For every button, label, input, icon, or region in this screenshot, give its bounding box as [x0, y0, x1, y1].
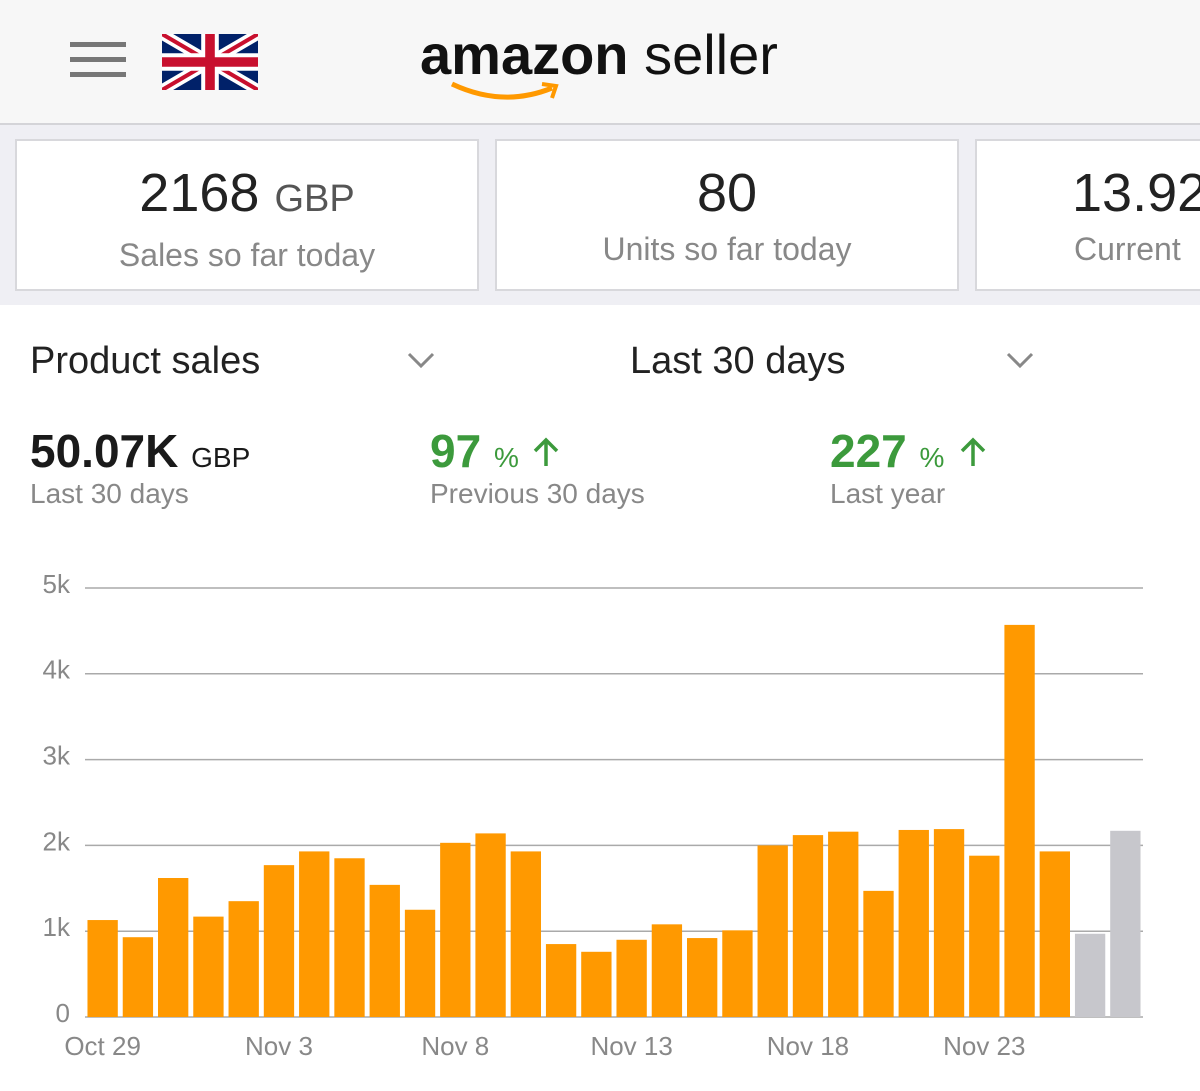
bar [1004, 624, 1035, 1017]
bar [616, 939, 647, 1017]
kpi-value: 2168 [139, 163, 260, 223]
summary-value: 227 % [830, 424, 944, 478]
summary-number: 50.07K [30, 425, 179, 477]
bar [87, 920, 118, 1017]
x-tick-label: Nov 13 [590, 1031, 672, 1061]
logo-smile [450, 81, 559, 100]
uk-flag[interactable] [162, 34, 258, 90]
kpi-card[interactable]: 80 Units so far today [495, 139, 959, 291]
x-tick-label: Nov 18 [767, 1031, 849, 1061]
y-tick-label: 2k [43, 826, 71, 856]
bar [299, 851, 330, 1017]
chevron[interactable] [1005, 350, 1035, 370]
summary-label: Last year [830, 478, 946, 509]
metric-selector[interactable]: Product sales [30, 340, 261, 382]
summary-label: Last 30 days [30, 478, 189, 509]
bar [651, 924, 683, 1017]
y-tick-label: 5k [43, 569, 71, 599]
bar [475, 833, 506, 1017]
kpi-label: Sales so far today [118, 237, 376, 273]
x-tick-label: Nov 23 [943, 1031, 1025, 1061]
bar [757, 845, 788, 1017]
x-tick-label: Nov 3 [245, 1031, 313, 1061]
summary-number: 227 [830, 425, 907, 477]
up-arrow [960, 437, 986, 466]
period-selector[interactable]: Last 30 days [630, 340, 846, 382]
bar [545, 944, 577, 1017]
summary-value: 97 % [430, 424, 519, 478]
summary-unit: % [493, 442, 519, 473]
y-tick-label: 1k [43, 912, 71, 942]
summary-unit: GBP [191, 442, 251, 473]
bar [228, 901, 259, 1017]
summary-value: 50.07K GBP [30, 424, 250, 478]
bar [404, 909, 436, 1017]
bar [122, 937, 154, 1017]
bar [722, 930, 753, 1017]
bar [440, 842, 471, 1017]
bar [898, 829, 929, 1017]
bar [334, 858, 365, 1017]
header: amazon seller [0, 0, 1200, 125]
bar [510, 851, 541, 1017]
summary-label: Previous 30 days [430, 478, 645, 509]
logo-brand: amazon [420, 23, 629, 86]
bar [193, 916, 224, 1017]
kpi-value: 13.92 [1072, 163, 1200, 223]
bar [158, 878, 189, 1017]
kpi-value: 80 [696, 163, 758, 223]
bar [1110, 830, 1141, 1017]
up-arrow [533, 437, 559, 466]
bar [828, 831, 859, 1017]
bar [1039, 851, 1070, 1017]
y-tick-label: 4k [43, 655, 71, 685]
kpi-card[interactable]: 13.92 Current [975, 139, 1200, 291]
bar [687, 938, 718, 1017]
bar [792, 835, 824, 1017]
bar [369, 884, 400, 1017]
summary-unit: % [919, 442, 945, 473]
kpi-label: Units so far today [602, 231, 852, 267]
logo: amazon seller [420, 22, 778, 87]
logo-product: seller [644, 23, 778, 86]
y-tick-label: 0 [56, 998, 70, 1028]
bar [263, 865, 295, 1017]
bar [969, 855, 1000, 1017]
bar [581, 951, 612, 1017]
x-tick-label: Nov 8 [421, 1031, 489, 1061]
bar [863, 890, 894, 1017]
chevron[interactable] [406, 350, 436, 370]
kpi-unit: GBP [274, 178, 355, 220]
kpi-label: Current [1074, 231, 1181, 267]
bar [1074, 933, 1106, 1017]
menu-icon[interactable] [70, 40, 128, 80]
kpi-cards: 2168 GBP Sales so far today 80 Units so … [0, 125, 1200, 305]
kpi-card[interactable]: 2168 GBP Sales so far today [15, 139, 479, 291]
y-tick-label: 3k [43, 740, 71, 770]
summary-number: 97 [430, 425, 482, 477]
bar [933, 829, 965, 1017]
x-tick-label: Oct 29 [64, 1031, 141, 1061]
chart: 0 1k 2k 3k 4k 5k Oct 29 Nov 3 Nov 8 Nov 13 Nov 18 N… [43, 569, 1143, 1061]
